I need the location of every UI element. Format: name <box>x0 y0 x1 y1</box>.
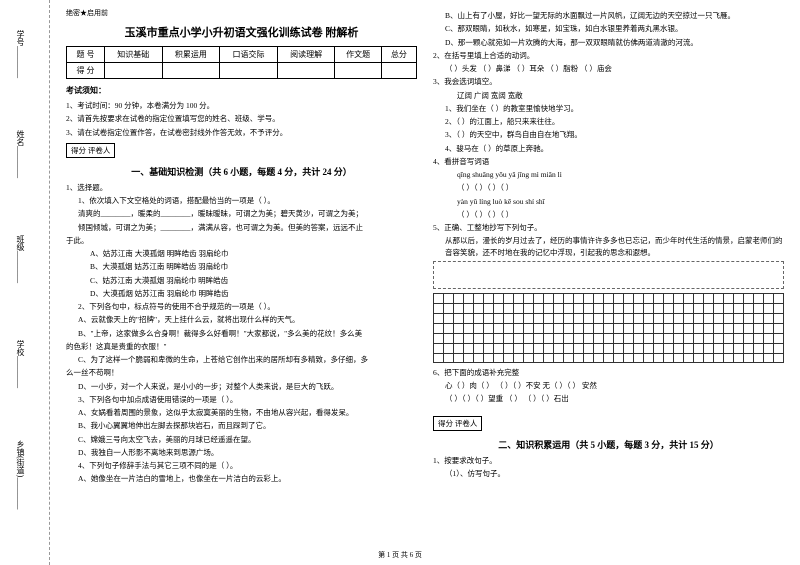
table-row: 题 号 知识基础 积累运用 口语交际 阅读理解 作文题 总分 <box>67 47 417 63</box>
q2-blanks[interactable]: （ ）头发 （ ）鼻涕 （ ）耳朵 （ ）脂粉 （ ）庙会 <box>433 63 784 74</box>
q3-head: 3、我会选词填空。 <box>433 76 784 87</box>
q3-words: 辽阔 广阔 宽阔 宽敞 <box>433 90 784 101</box>
sidebar-label-id: 学号________ <box>15 30 26 78</box>
q1-head: 1、选择题。 <box>66 182 417 193</box>
character-grid[interactable] <box>433 293 784 363</box>
th-5: 作文题 <box>335 47 381 63</box>
q5-head: 5、正确、工整地抄写下列句子。 <box>433 222 784 233</box>
table-row: 得 分 <box>67 63 417 79</box>
q1-item: 清爽的________，暖柔的________，暖昧暧昧，可谓之为美；碧天黄沙，… <box>66 208 417 219</box>
notice-head: 考试须知： <box>66 85 417 96</box>
sidebar-label-class: 班级________ <box>15 235 26 283</box>
q1-more: D、我独自一人形影不离地来到思源广场。 <box>66 447 417 458</box>
q1-more: A、女娲看着周围的景象，这似乎太寂寞美丽的生物，不由地从容兴起，看得发呆。 <box>66 407 417 418</box>
q1-item: 1、依次填入下文空格处的词语，搭配最恰当的一项是（ ）。 <box>66 195 417 206</box>
q1-opt: D、大漠孤烟 姑苏江南 羽扇纶巾 明眸皓齿 <box>66 288 417 299</box>
q1-item: 2、下列各句中，标点符号的使用不合乎规范的一项是（ ）。 <box>66 301 417 312</box>
pinyin-2: yàn yǔ líng luò kē sou shí shī <box>433 196 784 207</box>
score-grader-box-2: 得分 评卷人 <box>433 416 482 431</box>
col2-item: D、那一颗心就宛如一片欢腾的大海，那一双双眼睛就仿佛两道清澈的河流。 <box>433 37 784 48</box>
section2-title: 二、知识积累运用（共 5 小题，每题 3 分，共计 15 分） <box>433 438 784 451</box>
q1-opt: A、姑苏江南 大漠孤烟 明眸皓齿 羽扇纶巾 <box>66 248 417 259</box>
th-6: 总分 <box>381 47 416 63</box>
th-2: 积累运用 <box>162 47 220 63</box>
q6-line1[interactable]: 心（ ）肉（ ） （ ）（ ）不安 无（ ）（ ） 安然 <box>433 380 784 391</box>
sidebar-label-name: 姓名________ <box>15 130 26 178</box>
th-4: 阅读理解 <box>277 47 335 63</box>
col2-item: C、那双眼睛，如秋水，如寒星，如宝珠，如白水银里养着两丸黑水银。 <box>433 23 784 34</box>
q4-head: 4、看拼音写词语 <box>433 156 784 167</box>
score-grader-box: 得分 评卷人 <box>66 143 115 158</box>
q1-opt: B、大漠孤烟 姑苏江南 明眸皓齿 羽扇纶巾 <box>66 261 417 272</box>
q3-item: 2、（ ）的江面上，船只来来往往。 <box>433 116 784 127</box>
th-3: 口语交际 <box>220 47 278 63</box>
q1-item: 么一丝不苟啊！ <box>66 367 417 378</box>
s2-q1: 1、按要求改句子。 <box>433 455 784 466</box>
s2-q1-sub: （1）、仿写句子。 <box>433 468 784 479</box>
q3-item: 1、我们坐在（ ）的教室里愉快地学习。 <box>433 103 784 114</box>
confidential-mark: 绝密★启用前 <box>66 8 417 18</box>
exam-title: 玉溪市重点小学小升初语文强化训练试卷 附解析 <box>66 24 417 40</box>
right-column: B、山上有了小屋，好比一望无际的水面飘过一片风帆，辽阔无边的天空掠过一只飞雁。 … <box>425 8 792 557</box>
binding-sidebar: 学号________ 姓名________ 班级________ 学校_____… <box>0 0 50 565</box>
q1-item: 3、下列各句中加点成语使用错误的一项是（ ）。 <box>66 394 417 405</box>
q1-item: D、一小步，对一个人来说，是小小的一步；对整个人类来说，是巨大的飞跃。 <box>66 381 417 392</box>
pinyin-1: qīng shuāng yōu yǎ jīng mì miǎn lì <box>433 169 784 180</box>
main-content: 绝密★启用前 玉溪市重点小学小升初语文强化训练试卷 附解析 题 号 知识基础 积… <box>50 0 800 565</box>
score-table: 题 号 知识基础 积累运用 口语交际 阅读理解 作文题 总分 得 分 <box>66 46 417 79</box>
q3-item: 3、（ ）的天空中，群鸟自由自在地飞翔。 <box>433 129 784 140</box>
q5-text: 从那以后，漫长的岁月过去了，经历的事情许许多多也已忘记，而少年时代生活的情景，启… <box>433 235 784 258</box>
q1-opt: C、姑苏江南 大漠孤烟 羽扇纶巾 明眸皓齿 <box>66 275 417 286</box>
q1-item: C、为了这样一个脆弱和卑微的生命，上苍给它创作出来的居所却有多精致，多仔细，多 <box>66 354 417 365</box>
page-footer: 第 1 页 共 6 页 <box>378 550 422 560</box>
q1-more: A、她像坐在一片洁白的雪地上，也像坐在一片洁白的云彩上。 <box>66 473 417 484</box>
left-column: 绝密★启用前 玉溪市重点小学小升初语文强化训练试卷 附解析 题 号 知识基础 积… <box>58 8 425 557</box>
q6-line2[interactable]: （ ）（ ）（ ）望重 （ ） （ ）（ ）石出 <box>433 393 784 404</box>
notice-2: 2、请首先按要求在试卷的指定位置填写您的姓名、班级、学号。 <box>66 113 417 124</box>
q1-more: B、我小心翼翼地伸出左脚去探那块岩石，而且踩到了它。 <box>66 420 417 431</box>
notice-3: 3、请在试卷指定位置作答，在试卷密封线外作答无效，不予评分。 <box>66 127 417 138</box>
th-1: 知识基础 <box>104 47 162 63</box>
th-num: 题 号 <box>67 47 105 63</box>
q3-item: 4、骏马在（ ）的草原上奔驰。 <box>433 143 784 154</box>
td-score: 得 分 <box>67 63 105 79</box>
pinyin-blank-1[interactable]: （ ）（ ）（ ）（ ） <box>433 182 784 193</box>
section1-title: 一、基础知识检测（共 6 小题，每题 4 分，共计 24 分） <box>66 165 417 178</box>
q1-item: A、云就像天上的"招牌"，天上挂什么云，就将出现什么样的天气。 <box>66 314 417 325</box>
q6-head: 6、把下面的成语补充完整 <box>433 367 784 378</box>
q1-item: 的色彩！这真是贵重的衣服！" <box>66 341 417 352</box>
q1-more: C、嫦娥三号向太空飞去，美丽的月球已经遥遥在望。 <box>66 434 417 445</box>
writing-lines[interactable] <box>433 261 784 289</box>
q2-head: 2、在括号里填上合适的动词。 <box>433 50 784 61</box>
q1-item: B、"上帝，这家做多么合身啊！裁得多么好看啊！"大家都说，"多么美的花纹！多么美 <box>66 328 417 339</box>
pinyin-blank-2[interactable]: （ ）（ ）（ ）（ ） <box>433 209 784 220</box>
col2-item: B、山上有了小屋，好比一望无际的水面飘过一片风帆，辽阔无边的天空掠过一只飞雁。 <box>433 10 784 21</box>
q1-item: 倾国倾城，可谓之为美；________，满满从容，也可谓之为美。但美的答案，远远… <box>66 222 417 233</box>
sidebar-label-town: 乡镇(街道)________ <box>15 440 26 509</box>
sidebar-label-school: 学校________ <box>15 340 26 388</box>
notice-1: 1、考试时间：90 分钟，本卷满分为 100 分。 <box>66 100 417 111</box>
q1-more: 4、下列句子修辞手法与其它三项不同的是（ ）。 <box>66 460 417 471</box>
q1-item: 于此。 <box>66 235 417 246</box>
